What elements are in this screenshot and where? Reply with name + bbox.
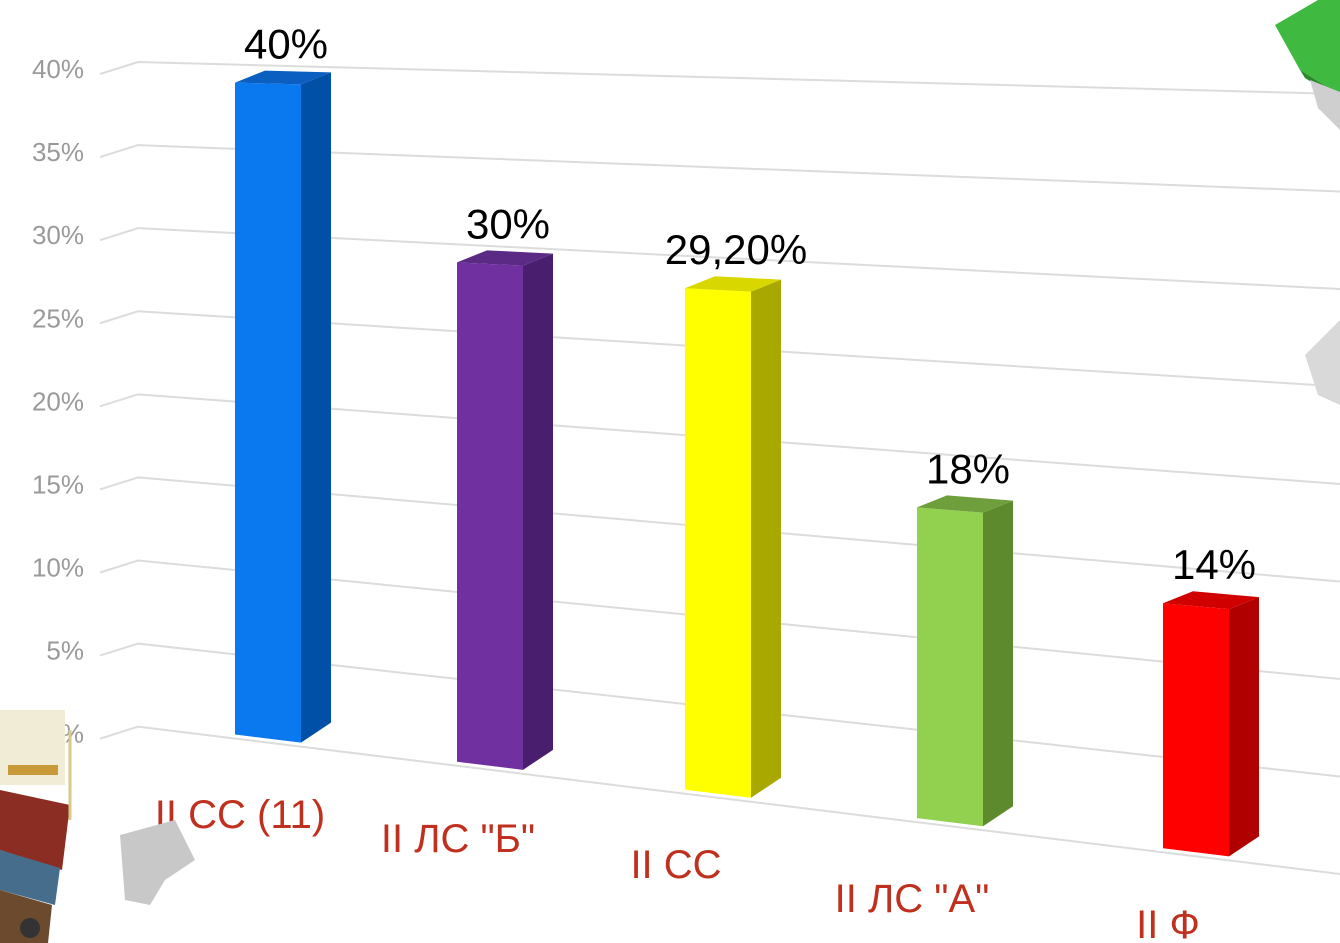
y-tick-label: 30%: [32, 220, 84, 250]
bar-top: [457, 250, 553, 266]
y-tick-label: 15%: [32, 469, 84, 499]
data-label: 30%: [466, 200, 550, 247]
bar: [235, 82, 301, 743]
chart-gridlines: [99, 61, 1340, 875]
category-labels: II СС (11) II ЛС "Б" II СС II ЛС "А" II Ф: [155, 793, 1200, 943]
y-tick-label: 35%: [32, 137, 84, 167]
data-labels: 40% 30% 29,20% 18% 14%: [244, 21, 1256, 589]
green-block-figure-icon: [1275, 0, 1340, 405]
category-label: II Ф: [1136, 903, 1200, 943]
category-label: II СС (11): [155, 793, 325, 837]
bar-side: [1229, 597, 1259, 857]
books-stack-icon: [0, 710, 195, 943]
data-label: 40%: [244, 21, 328, 68]
y-tick-label: 40%: [32, 54, 84, 84]
bar: [917, 507, 983, 827]
gridline: [99, 227, 1340, 290]
gridline: [99, 310, 1340, 388]
category-label: II СС: [630, 843, 721, 887]
y-tick-label: 5%: [46, 636, 84, 666]
gridline: [99, 725, 1340, 875]
bar-side: [751, 279, 781, 798]
bar-side: [983, 500, 1013, 827]
bar-side: [301, 72, 331, 743]
data-label: 29,20%: [665, 226, 807, 273]
data-label: 18%: [926, 445, 1010, 492]
bar-top: [917, 495, 1013, 513]
bar-top: [1163, 591, 1259, 610]
bar: [685, 288, 751, 798]
y-tick-label: 25%: [32, 303, 84, 333]
y-axis-ticks: 0%5%10%15%20%25%30%35%40%: [32, 54, 84, 749]
data-label: 14%: [1172, 541, 1256, 588]
category-label: II ЛС "Б": [381, 817, 535, 861]
category-label: II ЛС "А": [835, 877, 990, 921]
gridline: [99, 393, 1340, 485]
y-tick-label: 10%: [32, 552, 84, 582]
bar-top: [235, 70, 331, 85]
chart-bars: [235, 70, 1259, 857]
bar-side: [523, 253, 553, 770]
bar: [1163, 603, 1229, 857]
bar-top: [685, 276, 781, 292]
y-tick-label: 20%: [32, 386, 84, 416]
gridline: [99, 144, 1340, 193]
gridline: [99, 61, 1340, 95]
bar: [457, 262, 523, 770]
